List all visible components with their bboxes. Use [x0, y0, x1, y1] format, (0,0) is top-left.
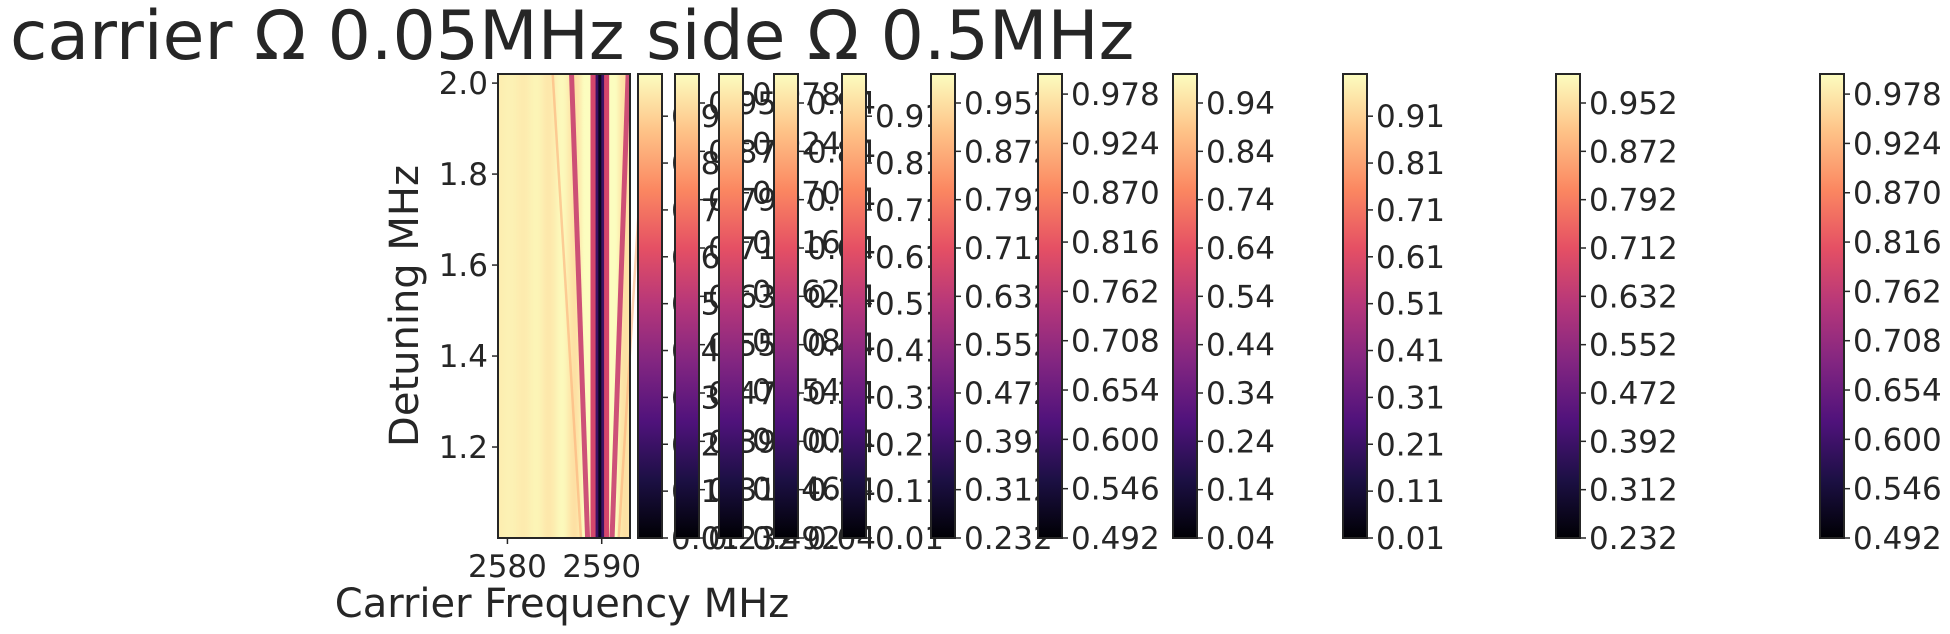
colorbar-8-tick-label-1: 0.14 — [1206, 473, 1275, 509]
y-axis-label: Detuning MHz — [382, 165, 428, 447]
y-tick-label-2: 1.6 — [439, 248, 488, 284]
chart-title: carrier Ω 0.05MHz side Ω 0.5MHz — [10, 0, 1134, 76]
colorbar-8: 0.04 0.14 0.24 0.34 0.44 0.54 0.64 0.74 0.84 0.94 — [1172, 73, 1275, 557]
colorbar-10-tick-label-5: 0.632 — [1589, 279, 1678, 315]
colorbar-7-tick-label-4: 0.708 — [1071, 324, 1160, 360]
colorbar-8-tick-label-9: 0.94 — [1206, 86, 1275, 122]
colorbar-6: 0.2320.3120.3920.4720.5520.6320.7120.792… — [930, 73, 1053, 557]
colorbar-11-bar — [1819, 73, 1845, 539]
colorbar-9-bar — [1342, 73, 1368, 539]
y-tick-label-1: 1.4 — [439, 339, 488, 375]
colorbar-10-tick-label-7: 0.792 — [1589, 183, 1678, 219]
colorbar-10-tick-label-1: 0.312 — [1589, 473, 1678, 509]
colorbar-8-tick-label-2: 0.24 — [1206, 424, 1275, 460]
colorbar-11-tick-label-5: 0.762 — [1853, 274, 1942, 310]
colorbar-2-bar — [674, 73, 700, 539]
colorbar-9-tick-label-0: 0.01 — [1376, 521, 1445, 557]
colorbar-7-tick-label-8: 0.924 — [1071, 126, 1160, 162]
colorbar-11-tick-label-9: 0.978 — [1853, 77, 1942, 113]
outer-fringe-line-1 — [551, 73, 583, 539]
colorbar-7-tick-label-7: 0.870 — [1071, 176, 1160, 212]
colorbar-7: 0.492 0.546 0.600 0.654 0.708 0.762 0.816 0.870… — [1037, 73, 1160, 557]
colorbar-11-tick-label-2: 0.600 — [1853, 422, 1942, 458]
x-tick-label-0: 2580 — [468, 549, 547, 585]
colorbar-10-tick-label-4: 0.552 — [1589, 328, 1678, 364]
y-tick-label-0: 1.2 — [439, 430, 488, 466]
colorbar-7-tick-label-5: 0.762 — [1071, 274, 1160, 310]
colorbar-7-tick-label-1: 0.546 — [1071, 472, 1160, 508]
colorbar-10-tick-label-9: 0.952 — [1589, 86, 1678, 122]
colorbar-11-tick-label-0: 0.492 — [1853, 521, 1942, 557]
colorbar-9-tick-label-4: 0.41 — [1376, 334, 1445, 370]
colorbar-7-tick-label-2: 0.600 — [1071, 422, 1160, 458]
colorbar-8-tick-label-8: 0.84 — [1206, 134, 1275, 170]
central-band-darkest — [598, 74, 602, 538]
axes: 1.2 1.4 1.6 1.8 2.0 2580 2590 — [439, 66, 641, 585]
colorbar-9-tick-label-2: 0.21 — [1376, 427, 1445, 463]
colorbar-11-tick-label-6: 0.816 — [1853, 225, 1942, 261]
colorbar-8-tick-label-7: 0.74 — [1206, 183, 1275, 219]
colorbar-5: 0.010.110.210.310.410.510.610.710.810.91 — [841, 73, 944, 557]
colorbar-10-tick-label-3: 0.472 — [1589, 376, 1678, 412]
colorbar-10-tick-label-8: 0.872 — [1589, 134, 1678, 170]
heatmap-background — [498, 74, 630, 538]
colorbar-8-tick-label-6: 0.64 — [1206, 231, 1275, 267]
colorbar-6-bar — [930, 73, 956, 539]
colorbar-7-tick-label-3: 0.654 — [1071, 373, 1160, 409]
colorbar-9-tick-label-7: 0.71 — [1376, 193, 1445, 229]
colorbar-9: 0.01 0.11 0.21 0.31 0.41 0.51 0.61 0.71 0.81 0.91 — [1342, 73, 1445, 557]
colorbar-8-tick-label-5: 0.54 — [1206, 279, 1275, 315]
colorbar-8-bar — [1172, 73, 1198, 539]
colorbar-9-tick-label-8: 0.81 — [1376, 146, 1445, 182]
x-axis-label: Carrier Frequency MHz — [335, 581, 789, 627]
colorbar-10-tick-label-2: 0.392 — [1589, 424, 1678, 460]
colorbar-7-tick-label-9: 0.978 — [1071, 77, 1160, 113]
side-resonance-line-2 — [609, 73, 631, 539]
colorbar-11-tick-label-1: 0.546 — [1853, 472, 1942, 508]
colorbars: 0.01 0.11 0.21 0.31 0.41 0.51 0.61 0.71 0.81 0.91… — [637, 73, 1942, 557]
colorbar-5-bar — [841, 73, 867, 539]
colorbar-11-tick-label-7: 0.870 — [1853, 176, 1942, 212]
colorbar-10-tick-label-0: 0.232 — [1589, 521, 1678, 557]
colorbar-7-bar — [1037, 73, 1063, 539]
colorbar-11: 0.492 0.546 0.600 0.654 0.708 0.762 0.816 0.870… — [1819, 73, 1942, 557]
colorbar-11-tick-label-8: 0.924 — [1853, 126, 1942, 162]
colorbar-7-tick-label-0: 0.492 — [1071, 521, 1160, 557]
colorbar-8-tick-label-0: 0.04 — [1206, 521, 1275, 557]
colorbar-9-tick-label-3: 0.31 — [1376, 380, 1445, 416]
colorbar-8-tick-label-3: 0.34 — [1206, 376, 1275, 412]
colorbar-4-bar — [773, 73, 799, 539]
heatmap — [498, 73, 649, 539]
colorbar-9-tick-label-6: 0.61 — [1376, 240, 1445, 276]
colorbar-1-bar — [637, 73, 663, 539]
colorbar-11-tick-label-3: 0.654 — [1853, 373, 1942, 409]
colorbar-9-tick-label-1: 0.11 — [1376, 474, 1445, 510]
side-resonance-line-1 — [569, 73, 591, 539]
plot-frame — [497, 73, 631, 539]
colorbar-8-tick-label-4: 0.44 — [1206, 328, 1275, 364]
y-tick-label-4: 2.0 — [439, 66, 488, 102]
colorbar-10-bar — [1555, 73, 1581, 539]
colorbar-9-tick-label-9: 0.91 — [1376, 99, 1445, 135]
colorbar-11-tick-label-4: 0.708 — [1853, 324, 1942, 360]
colorbar-3-bar — [718, 73, 744, 539]
colorbar-9-tick-label-5: 0.51 — [1376, 287, 1445, 323]
colorbar-7-tick-label-6: 0.816 — [1071, 225, 1160, 261]
colorbar-10-tick-label-6: 0.712 — [1589, 231, 1678, 267]
y-tick-label-3: 1.8 — [439, 157, 488, 193]
x-tick-label-1: 2590 — [562, 549, 641, 585]
colorbar-10: 0.232 0.312 0.392 0.472 0.552 0.632 0.712 0.792… — [1555, 73, 1678, 557]
